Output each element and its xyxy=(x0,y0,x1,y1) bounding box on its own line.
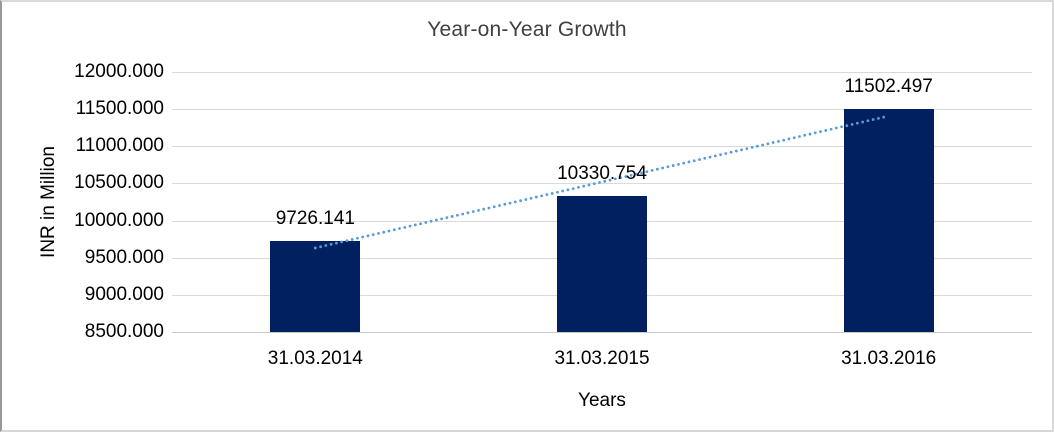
y-axis-title: INR in Million xyxy=(38,146,59,258)
y-tick-label: 12000.000 xyxy=(74,61,164,82)
bar-31.03.2015 xyxy=(557,196,647,332)
x-tick-label: 31.03.2015 xyxy=(554,348,650,369)
bar-data-label: 9726.141 xyxy=(275,207,355,229)
y-tick-label: 9000.000 xyxy=(84,283,164,305)
chart-title: Year-on-Year Growth xyxy=(427,18,627,41)
x-axis-line xyxy=(172,332,1032,333)
y-tick-label: 11000.000 xyxy=(75,135,164,157)
x-tick-label: 31.03.2016 xyxy=(841,348,937,369)
bar-data-label: 10330.754 xyxy=(557,163,647,184)
y-tick-label: 10500.000 xyxy=(74,172,164,194)
y-tick-label: 9500.000 xyxy=(84,246,164,268)
bar-31.03.2016 xyxy=(843,108,934,332)
y-tick-label: 11500.000 xyxy=(75,98,164,120)
y-tick-label: 8500.000 xyxy=(84,321,164,342)
gridline xyxy=(172,72,1032,73)
bar-data-label: 11502.497 xyxy=(844,75,933,97)
bar-31.03.2014 xyxy=(270,240,361,332)
plot-area xyxy=(172,72,1032,333)
x-tick-label: 31.03.2014 xyxy=(267,348,363,369)
gridline xyxy=(172,109,1032,111)
x-axis-title: Years xyxy=(578,390,626,411)
y-tick-label: 10000.000 xyxy=(74,209,164,231)
